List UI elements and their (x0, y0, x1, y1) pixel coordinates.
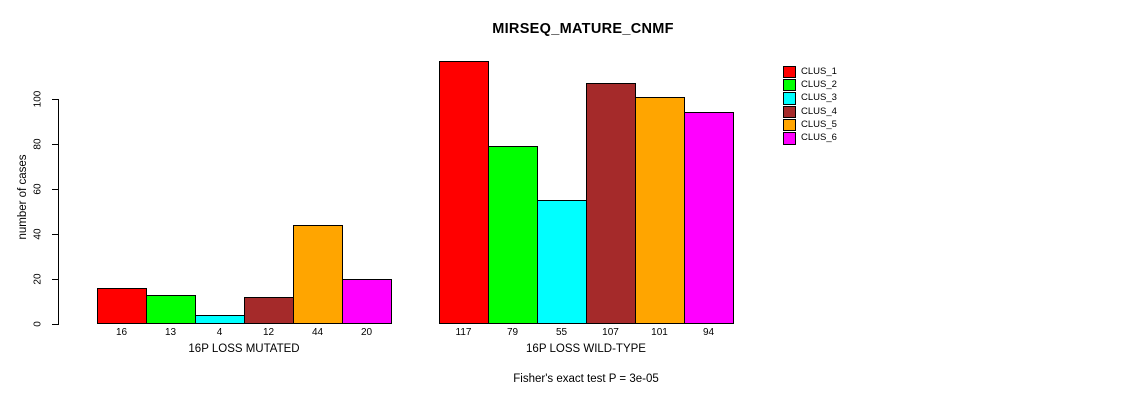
bar-value-label: 20 (360, 327, 373, 338)
y-tick-label: 80 (32, 138, 44, 150)
chart-bar (195, 315, 245, 324)
legend-swatch (783, 105, 796, 119)
chart-bar (488, 146, 538, 324)
y-tick (52, 279, 58, 280)
chart-bar (635, 97, 685, 324)
legend-label: CLUS_6 (801, 132, 837, 144)
chart-bar (439, 61, 489, 324)
chart-bar (586, 83, 636, 324)
bar-value-label: 16 (115, 327, 128, 338)
x-group-label: 16P LOSS MUTATED (188, 343, 300, 355)
chart-bar (684, 112, 734, 324)
y-tick (52, 189, 58, 190)
y-tick-label: 100 (32, 90, 44, 108)
legend-swatch (783, 132, 796, 145)
bar-value-label: 12 (262, 327, 275, 338)
y-tick (52, 144, 58, 145)
y-tick (52, 99, 58, 100)
chart-bar (244, 297, 294, 324)
chart-bar (342, 279, 392, 324)
y-tick (52, 324, 58, 325)
chart-bar (293, 225, 343, 324)
bar-value-label: 117 (455, 327, 472, 338)
fisher-test-note: Fisher's exact test P = 3e-05 (513, 373, 659, 385)
bar-value-label: 107 (602, 327, 619, 338)
bar-value-label: 101 (651, 327, 668, 338)
legend-label: CLUS_5 (801, 118, 837, 130)
legend-swatch (783, 78, 796, 92)
legend-swatch (783, 118, 796, 132)
bar-value-label: 79 (506, 327, 519, 338)
chart-bar (97, 288, 147, 324)
legend-swatch (783, 92, 796, 105)
bar-value-label: 4 (216, 327, 223, 338)
legend-label: CLUS_1 (801, 65, 837, 77)
y-axis-line (58, 99, 59, 325)
y-axis-title: number of cases (17, 154, 29, 240)
x-group-label: 16P LOSS WILD-TYPE (526, 343, 646, 355)
bar-value-label: 13 (164, 327, 177, 338)
chart-title: MIRSEQ_MATURE_CNMF (492, 21, 674, 37)
y-tick-label: 20 (32, 273, 44, 285)
legend-swatch (783, 65, 796, 78)
legend-label: CLUS_3 (801, 92, 837, 104)
y-tick-label: 60 (32, 183, 44, 195)
y-tick-label: 40 (32, 228, 44, 240)
y-tick (52, 234, 58, 235)
chart-bar (537, 200, 587, 324)
legend-label: CLUS_4 (801, 105, 837, 117)
bar-value-label: 44 (311, 327, 324, 338)
chart-bar (146, 295, 196, 324)
bar-value-label: 55 (555, 327, 568, 338)
legend-label: CLUS_2 (801, 78, 837, 90)
bar-value-label: 94 (702, 327, 715, 338)
y-tick-label: 0 (32, 321, 44, 327)
